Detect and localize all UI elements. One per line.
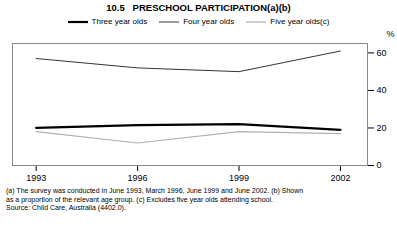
svg-text:1993: 1993 xyxy=(26,173,46,183)
html-text:as a proportion of the relevan: as a proportion of the relevant age grou… xyxy=(6,195,273,203)
svg-text:0: 0 xyxy=(377,160,382,170)
html-text:(a) The survey was conducted i: (a) The survey was conducted in June 199… xyxy=(6,187,304,194)
svg-text:1999: 1999 xyxy=(229,173,249,183)
html-text:Source: Child Care, Australia: Source: Child Care, Australia (4402.0). xyxy=(6,204,126,211)
html-text:10.5 PRESCHOOL PARTICIPATION(a: 10.5 PRESCHOOL PARTICIPATION(a)(b) xyxy=(106,2,291,13)
svg-text:2002: 2002 xyxy=(330,173,350,183)
html-text:Four year olds: Four year olds xyxy=(183,17,235,26)
svg-text:%: % xyxy=(386,29,394,39)
html-text:Three year olds: Three year olds xyxy=(91,17,148,26)
svg-text:20: 20 xyxy=(377,123,387,133)
svg-text:1996: 1996 xyxy=(128,173,148,183)
html-text:Five year olds(c): Five year olds(c) xyxy=(270,17,330,26)
svg-text:60: 60 xyxy=(377,48,387,58)
svg-text:40: 40 xyxy=(377,85,387,95)
